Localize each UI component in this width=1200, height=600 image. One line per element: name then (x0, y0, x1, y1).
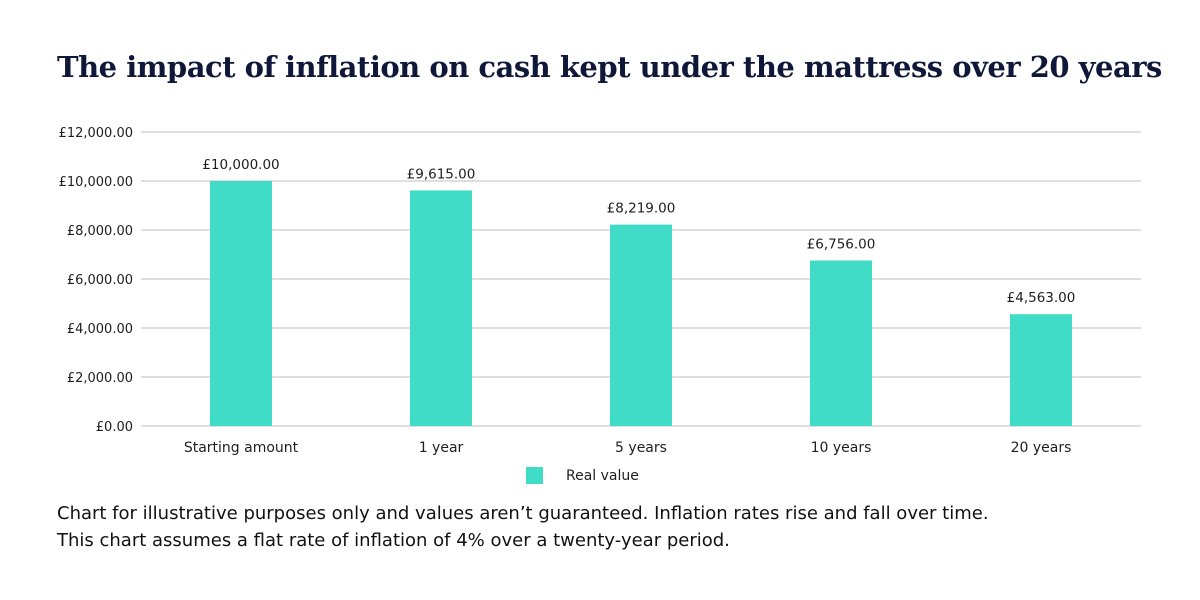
data-label: £10,000.00 (202, 157, 279, 173)
bar (410, 190, 472, 426)
legend-swatch (526, 467, 543, 484)
data-label: £6,756.00 (807, 236, 876, 252)
bar (610, 224, 672, 426)
bar (1010, 314, 1072, 426)
bar (810, 260, 872, 426)
x-axis-categories: Starting amount 1 year 5 years 10 years 20 y… (184, 440, 1072, 456)
category-label: 5 years (615, 440, 667, 456)
y-axis-ticks: £0.00 £2,000.00 £4,000.00 £6,000.00 £8,000.0… (59, 126, 133, 435)
footnote-line-2: This chart assumes a flat rate of inflat… (57, 530, 730, 551)
category-label: Starting amount (184, 440, 299, 456)
category-label: 20 years (1011, 440, 1072, 456)
data-labels: £10,000.00 £9,615.00 £8,219.00 £6,756.00 £4,… (202, 157, 1075, 306)
bar (210, 181, 272, 426)
data-label: £8,219.00 (607, 201, 676, 217)
legend-label: Real value (566, 468, 639, 484)
y-tick-label: £12,000.00 (59, 126, 133, 141)
footnote: Chart for illustrative purposes only and… (57, 500, 1157, 554)
chart-title: The impact of inflation on cash kept und… (57, 50, 1162, 84)
bars (210, 181, 1072, 426)
category-label: 10 years (811, 440, 872, 456)
y-tick-label: £4,000.00 (67, 322, 133, 337)
y-tick-label: £8,000.00 (67, 224, 133, 239)
y-tick-label: £6,000.00 (67, 273, 133, 288)
category-label: 1 year (419, 440, 464, 456)
data-label: £9,615.00 (407, 166, 476, 182)
data-label: £4,563.00 (1007, 290, 1076, 306)
y-tick-label: £2,000.00 (67, 371, 133, 386)
legend: Real value (526, 467, 639, 484)
y-tick-label: £0.00 (96, 420, 133, 435)
bar-chart: £0.00 £2,000.00 £4,000.00 £6,000.00 £8,000.0… (59, 126, 1141, 484)
y-tick-label: £10,000.00 (59, 175, 133, 190)
footnote-line-1: Chart for illustrative purposes only and… (57, 503, 989, 524)
